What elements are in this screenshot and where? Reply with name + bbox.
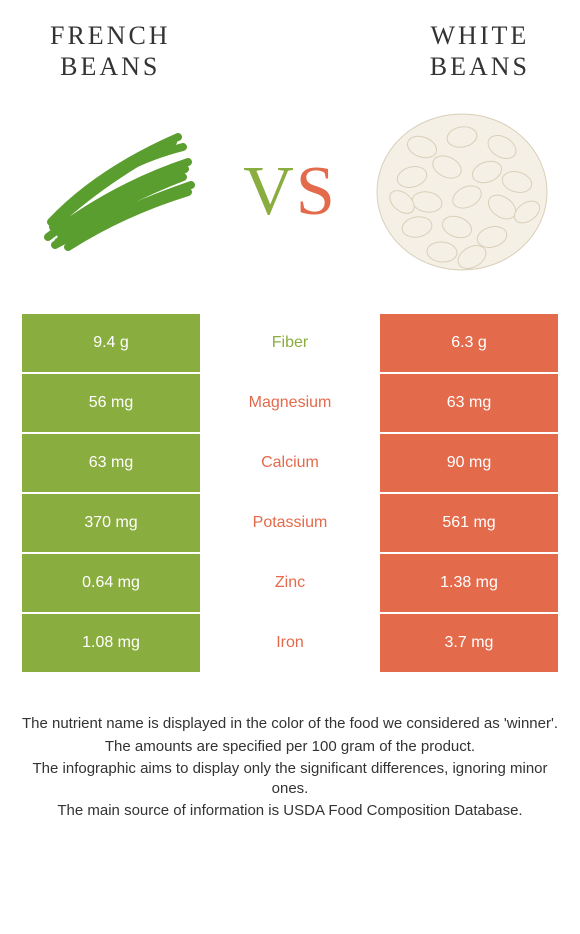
left-value-cell: 63 mg (22, 434, 200, 492)
footer-line: The nutrient name is displayed in the co… (20, 714, 560, 734)
vs-label: VS (243, 152, 337, 232)
nutrient-label-cell: Magnesium (200, 374, 380, 432)
french-beans-image (28, 102, 208, 282)
table-row: 370 mgPotassium561 mg (22, 494, 558, 552)
table-row: 0.64 mgZinc1.38 mg (22, 554, 558, 612)
title-line: beans (430, 52, 530, 81)
title-line: beans (60, 52, 160, 81)
left-value-cell: 370 mg (22, 494, 200, 552)
nutrient-label-cell: Iron (200, 614, 380, 672)
right-value-cell: 3.7 mg (380, 614, 558, 672)
white-beans-icon (372, 107, 552, 277)
images-row: VS (0, 92, 580, 312)
table-row: 9.4 gFiber6.3 g (22, 314, 558, 372)
right-food-title: White beans (430, 20, 530, 82)
left-value-cell: 1.08 mg (22, 614, 200, 672)
vs-v-letter: V (243, 153, 296, 230)
footer-notes: The nutrient name is displayed in the co… (0, 674, 580, 843)
nutrition-table: 9.4 gFiber6.3 g56 mgMagnesium63 mg63 mgC… (22, 312, 558, 674)
green-beans-icon (33, 117, 203, 267)
left-value-cell: 9.4 g (22, 314, 200, 372)
right-value-cell: 561 mg (380, 494, 558, 552)
right-value-cell: 6.3 g (380, 314, 558, 372)
header: French beans White beans (0, 0, 580, 92)
left-food-title: French beans (50, 20, 171, 82)
title-line: French (50, 21, 171, 50)
title-line: White (431, 21, 530, 50)
nutrient-label-cell: Fiber (200, 314, 380, 372)
vs-s-letter: S (296, 153, 337, 230)
nutrient-label-cell: Potassium (200, 494, 380, 552)
footer-line: The infographic aims to display only the… (20, 759, 560, 800)
nutrient-label-cell: Calcium (200, 434, 380, 492)
nutrient-label-cell: Zinc (200, 554, 380, 612)
right-value-cell: 63 mg (380, 374, 558, 432)
right-value-cell: 1.38 mg (380, 554, 558, 612)
white-beans-image (372, 102, 552, 282)
footer-line: The main source of information is USDA F… (20, 801, 560, 821)
left-value-cell: 0.64 mg (22, 554, 200, 612)
right-value-cell: 90 mg (380, 434, 558, 492)
table-row: 1.08 mgIron3.7 mg (22, 614, 558, 672)
table-row: 63 mgCalcium90 mg (22, 434, 558, 492)
left-value-cell: 56 mg (22, 374, 200, 432)
table-row: 56 mgMagnesium63 mg (22, 374, 558, 432)
footer-line: The amounts are specified per 100 gram o… (20, 737, 560, 757)
